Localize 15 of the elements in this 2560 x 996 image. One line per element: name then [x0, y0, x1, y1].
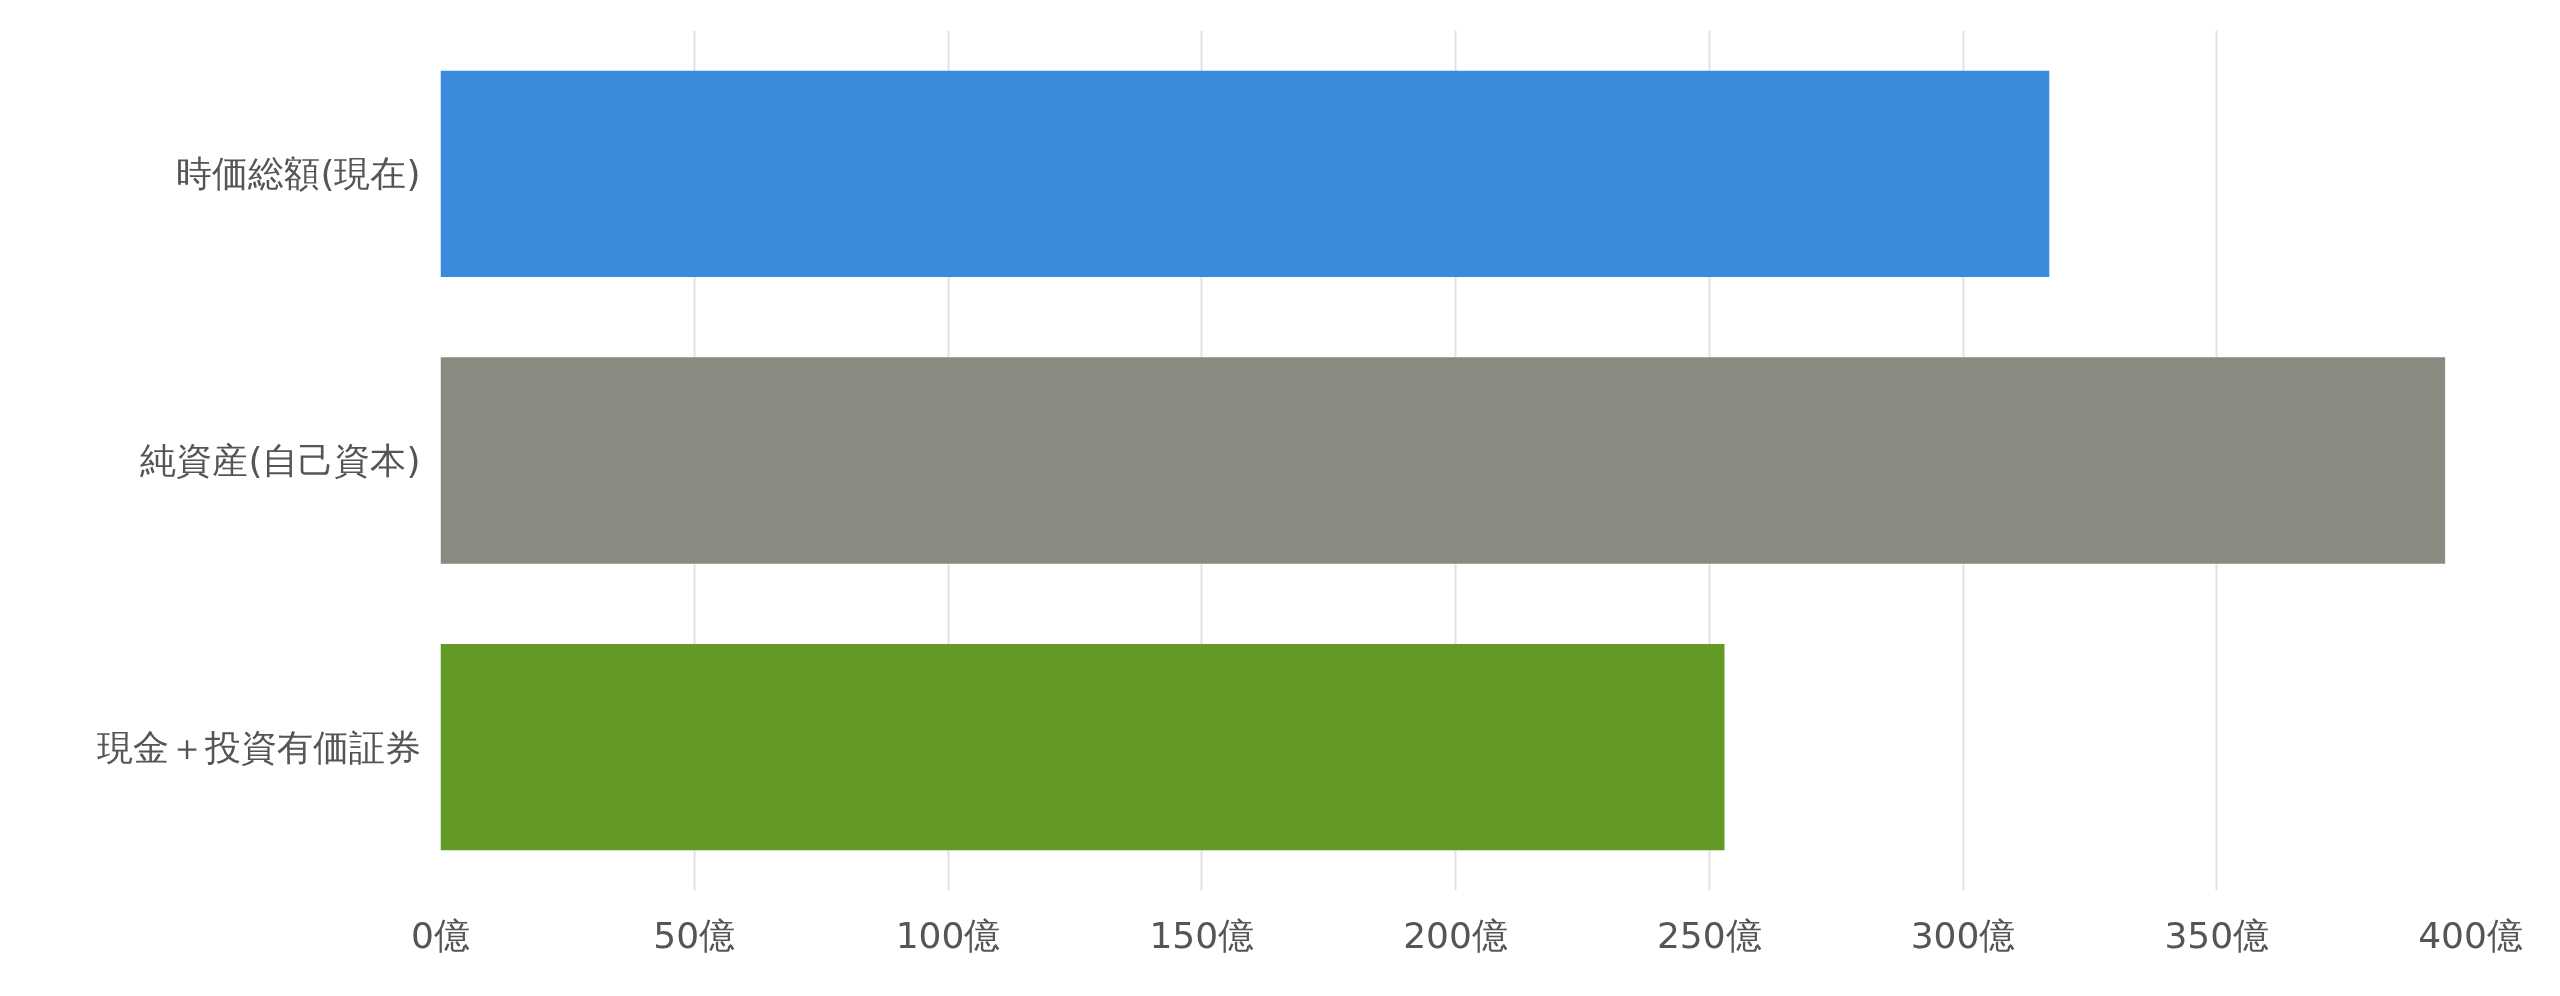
x-tick-label: 200億	[1403, 914, 1508, 956]
x-tick-label: 150億	[1149, 914, 1255, 956]
x-tick-label: 400億	[2418, 914, 2523, 956]
x-tick-label: 0億	[411, 914, 470, 956]
bar	[440, 357, 2446, 564]
bar	[440, 70, 2050, 278]
y-tick-label: 時価総額(現在)	[176, 153, 421, 195]
x-tick-label: 300億	[1910, 914, 2016, 956]
x-tick-label: 250億	[1656, 914, 1762, 956]
y-tick-label: 純資産(自己資本)	[140, 440, 421, 481]
bar	[440, 643, 1725, 851]
x-tick-label: 350億	[2164, 914, 2270, 956]
x-tick-label: 100億	[895, 914, 1001, 956]
y-tick-label: 現金＋投資有価証券	[96, 726, 421, 768]
x-tick-label: 50億	[653, 914, 736, 956]
